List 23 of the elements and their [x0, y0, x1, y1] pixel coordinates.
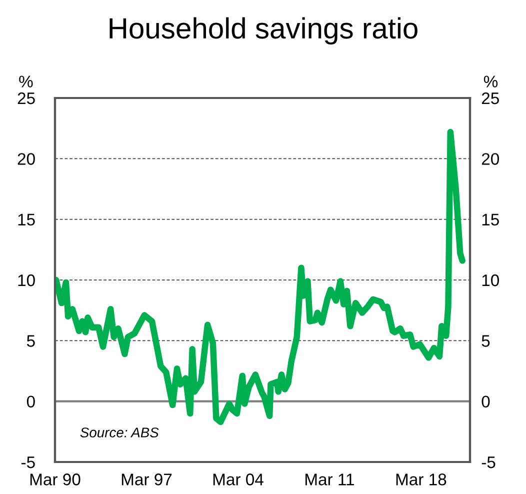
y2-axis-title: %: [484, 76, 498, 88]
x-tick-label: Mar 90: [30, 474, 80, 486]
x-tick-label: Mar 18: [396, 474, 446, 486]
y-tick-label: -5: [21, 456, 35, 468]
y-tick-label: 10: [18, 274, 35, 286]
y2-tick-label: 5: [482, 335, 490, 347]
x-tick-label: Mar 97: [122, 474, 172, 486]
y-tick-label: 25: [18, 92, 35, 104]
y2-tick-label: 10: [482, 274, 499, 286]
y2-tick-label: 20: [482, 153, 499, 165]
x-tick-label: Mar 11: [305, 474, 354, 486]
y-tick-label: 20: [18, 153, 35, 165]
x-tick-label: Mar 04: [213, 474, 264, 486]
y2-tick-label: 25: [482, 92, 499, 104]
chart-title: Household savings ratio: [110, 17, 418, 44]
y-tick-label: 0: [26, 396, 35, 408]
y-axis-title: %: [19, 76, 33, 88]
y2-tick-label: -5: [482, 456, 496, 468]
annotation: Source: ABS: [80, 428, 159, 438]
y-tick-label: 5: [26, 335, 35, 347]
y-tick-label: 15: [18, 214, 35, 226]
y2-tick-label: 0: [482, 396, 490, 408]
y2-tick-label: 15: [482, 214, 499, 226]
